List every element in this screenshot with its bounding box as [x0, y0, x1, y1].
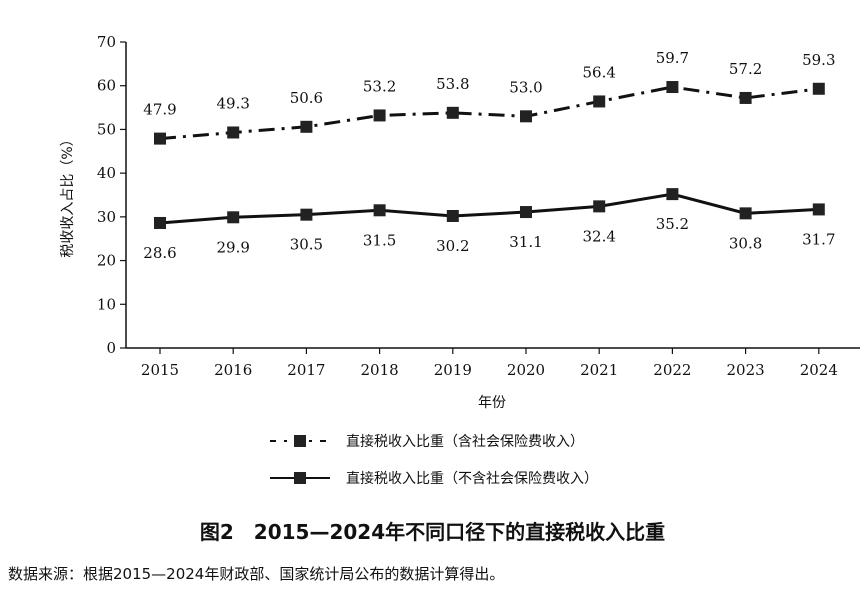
data-label-series-2: 35.2	[656, 215, 689, 233]
legend-item-series-1: 直接税收入比重（含社会保险费收入）	[270, 433, 584, 450]
data-point-series-1	[373, 109, 386, 122]
data-label-series-2: 31.1	[509, 233, 542, 251]
source-note: 数据来源：根据2015—2024年财政部、国家统计局公布的数据计算得出。	[8, 565, 505, 583]
y-tick-label: 60	[97, 77, 116, 95]
series-line-2	[159, 192, 819, 225]
y-tick-label: 70	[97, 33, 116, 51]
data-label-series-2: 30.8	[729, 234, 762, 252]
data-point-series-2	[446, 209, 459, 222]
data-point-series-1	[300, 120, 313, 133]
data-label-series-1: 50.6	[290, 89, 323, 107]
x-tick-label: 2020	[507, 361, 545, 379]
x-tick-label: 2017	[287, 361, 325, 379]
data-point-series-2	[666, 188, 679, 201]
data-label-series-2: 29.9	[216, 238, 249, 256]
legend-label-series-1: 直接税收入比重（含社会保险费收入）	[346, 433, 584, 450]
y-tick-label: 10	[97, 295, 116, 313]
data-point-series-2	[739, 207, 752, 220]
x-tick-label: 2019	[434, 361, 472, 379]
y-tick-label: 0	[106, 339, 116, 357]
data-point-series-1	[520, 110, 532, 123]
x-tick-label: 2022	[653, 361, 691, 379]
x-tick-label: 2024	[800, 361, 838, 379]
legend: 直接税收入比重（含社会保险费收入） 直接税收入比重（不含社会保险费收入）	[270, 433, 598, 487]
data-point-series-2	[373, 204, 386, 217]
data-label-series-1: 47.9	[143, 101, 176, 119]
data-label-series-1: 59.7	[656, 49, 689, 67]
data-point-series-1	[227, 126, 240, 139]
legend-label-series-2: 直接税收入比重（不含社会保险费收入）	[346, 470, 598, 487]
axes: 0 10 20 30 40 50 60 70 2015 2016 2017 2018 2019 2020 2…	[97, 33, 860, 379]
data-label-series-2: 31.5	[363, 231, 396, 249]
data-label-series-1: 57.2	[729, 60, 762, 78]
figure-caption: 图2 2015—2024年不同口径下的直接税收入比重	[199, 520, 666, 544]
x-tick-label: 2023	[727, 361, 765, 379]
x-tick-label: 2015	[141, 361, 179, 379]
data-labels: 47.9 49.3 50.6 53.2 53.8 53.0 56.4 59.7 57.2 59.3…	[143, 49, 835, 262]
y-tick-label: 40	[97, 164, 116, 182]
y-tick-label: 20	[97, 252, 116, 270]
data-point-series-1	[812, 82, 825, 95]
x-tick-label: 2016	[214, 361, 252, 379]
data-label-series-2: 28.6	[143, 244, 176, 262]
data-label-series-1: 59.3	[802, 51, 835, 69]
data-label-series-2: 31.7	[802, 230, 835, 248]
y-tick-label: 30	[97, 208, 116, 226]
legend-marker-series-1	[294, 435, 306, 447]
data-point-series-2	[593, 200, 606, 213]
data-point-series-1	[593, 95, 606, 108]
legend-item-series-2: 直接税收入比重（不含社会保险费收入）	[270, 470, 598, 487]
y-tick-label: 50	[97, 120, 116, 138]
data-label-series-1: 53.8	[436, 75, 469, 93]
data-label-series-2: 30.2	[436, 237, 469, 255]
y-axis-label: 税收收入占比（%）	[60, 132, 76, 257]
data-label-series-1: 56.4	[582, 63, 615, 81]
data-point-series-2	[154, 216, 166, 229]
data-label-series-2: 30.5	[290, 236, 323, 254]
data-point-series-1	[446, 106, 459, 119]
x-tick-label: 2018	[361, 361, 399, 379]
data-label-series-1: 53.0	[509, 78, 542, 96]
data-label-series-1: 53.2	[363, 77, 396, 95]
data-point-series-2	[227, 211, 240, 224]
data-point-series-1	[154, 132, 166, 145]
data-point-series-2	[812, 203, 825, 216]
data-point-series-2	[520, 206, 532, 219]
series-layer	[154, 81, 825, 229]
data-point-series-2	[300, 208, 313, 221]
x-axis-label: 年份	[478, 395, 506, 411]
series-line-1	[159, 85, 819, 141]
data-label-series-2: 32.4	[582, 227, 615, 245]
legend-marker-series-2	[294, 472, 306, 484]
data-point-series-1	[739, 91, 752, 104]
data-point-series-1	[666, 81, 679, 94]
data-label-series-1: 49.3	[216, 94, 249, 112]
x-tick-label: 2021	[580, 361, 618, 379]
